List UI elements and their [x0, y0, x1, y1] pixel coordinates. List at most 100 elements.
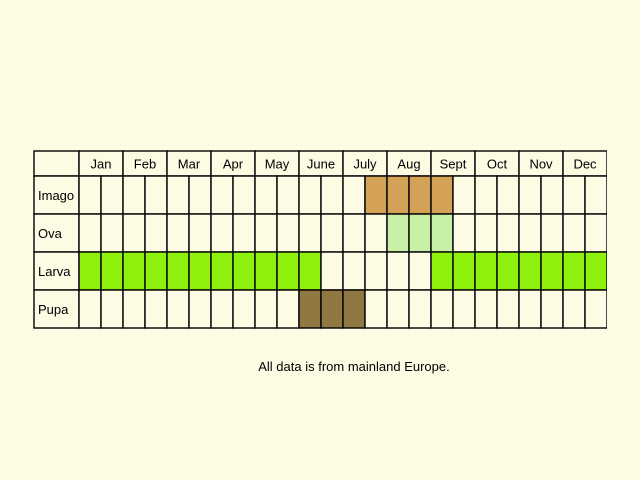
empty-cell [474, 175, 498, 215]
larva-active-cell [78, 251, 102, 291]
empty-cell [254, 213, 278, 253]
month-header-cell [386, 150, 432, 177]
empty-cell [100, 175, 124, 215]
month-label: Aug [397, 157, 420, 172]
empty-cell [364, 289, 388, 329]
imago-active-cell [364, 175, 388, 215]
empty-cell [298, 213, 322, 253]
empty-cell [342, 175, 366, 215]
pupa-active-cell [342, 289, 366, 329]
empty-cell [364, 213, 388, 253]
empty-cell [562, 213, 586, 253]
empty-cell [188, 213, 212, 253]
empty-cell [540, 289, 564, 329]
month-label: Nov [529, 157, 553, 172]
empty-cell [122, 213, 146, 253]
imago-active-cell [408, 175, 432, 215]
empty-cell [144, 213, 168, 253]
month-label: Apr [223, 157, 244, 172]
empty-cell [540, 175, 564, 215]
larva-active-cell [254, 251, 278, 291]
ova-active-cell [408, 213, 432, 253]
empty-cell [144, 289, 168, 329]
empty-cell [320, 251, 344, 291]
empty-cell [408, 289, 432, 329]
empty-cell [166, 289, 190, 329]
larva-active-cell [562, 251, 586, 291]
larva-active-cell [122, 251, 146, 291]
month-header-cell [298, 150, 344, 177]
empty-cell [122, 175, 146, 215]
larva-active-cell [474, 251, 498, 291]
larva-active-cell [452, 251, 476, 291]
empty-cell [342, 251, 366, 291]
empty-cell [496, 175, 520, 215]
empty-cell [474, 213, 498, 253]
empty-cell [166, 213, 190, 253]
empty-cell [232, 213, 256, 253]
imago-active-cell [386, 175, 410, 215]
empty-cell [276, 213, 300, 253]
empty-cell [122, 289, 146, 329]
larva-active-cell [298, 251, 322, 291]
empty-cell [430, 289, 454, 329]
empty-cell [78, 175, 102, 215]
empty-cell [496, 213, 520, 253]
empty-cell [166, 175, 190, 215]
empty-cell [386, 251, 410, 291]
empty-cell [320, 175, 344, 215]
month-label: Oct [487, 157, 508, 172]
larva-active-cell [100, 251, 124, 291]
pupa-active-cell [298, 289, 322, 329]
month-label: Jan [91, 157, 112, 172]
empty-cell [320, 213, 344, 253]
empty-cell [144, 175, 168, 215]
empty-cell [342, 213, 366, 253]
month-label: Dec [573, 157, 597, 172]
empty-cell [452, 289, 476, 329]
larva-active-cell [518, 251, 542, 291]
larva-active-cell [188, 251, 212, 291]
empty-cell [276, 289, 300, 329]
stage-label-larva: Larva [38, 264, 71, 279]
footnote: All data is from mainland Europe. [258, 359, 450, 374]
larva-active-cell [210, 251, 234, 291]
month-header-cell [474, 150, 520, 177]
month-header-cell [562, 150, 607, 177]
empty-cell [364, 251, 388, 291]
empty-cell [540, 213, 564, 253]
empty-cell [276, 175, 300, 215]
empty-cell [188, 175, 212, 215]
empty-cell [100, 213, 124, 253]
imago-active-cell [430, 175, 454, 215]
empty-cell [562, 289, 586, 329]
empty-cell [78, 289, 102, 329]
empty-cell [210, 175, 234, 215]
pupa-active-cell [320, 289, 344, 329]
larva-active-cell [496, 251, 520, 291]
month-label: July [353, 157, 377, 172]
larva-active-cell [540, 251, 564, 291]
larva-active-cell [232, 251, 256, 291]
empty-cell [210, 213, 234, 253]
empty-cell [584, 289, 607, 329]
empty-cell [452, 213, 476, 253]
empty-cell [496, 289, 520, 329]
stage-label-cell [33, 175, 80, 215]
empty-cell [78, 213, 102, 253]
month-label: Sept [440, 157, 467, 172]
header-corner [33, 150, 80, 177]
ova-active-cell [430, 213, 454, 253]
larva-active-cell [276, 251, 300, 291]
empty-cell [474, 289, 498, 329]
empty-cell [254, 289, 278, 329]
empty-cell [518, 289, 542, 329]
empty-cell [584, 175, 607, 215]
empty-cell [408, 251, 432, 291]
larva-active-cell [166, 251, 190, 291]
empty-cell [386, 289, 410, 329]
month-label: May [265, 157, 290, 172]
empty-cell [188, 289, 212, 329]
ova-active-cell [386, 213, 410, 253]
stage-label-imago: Imago [38, 188, 74, 203]
